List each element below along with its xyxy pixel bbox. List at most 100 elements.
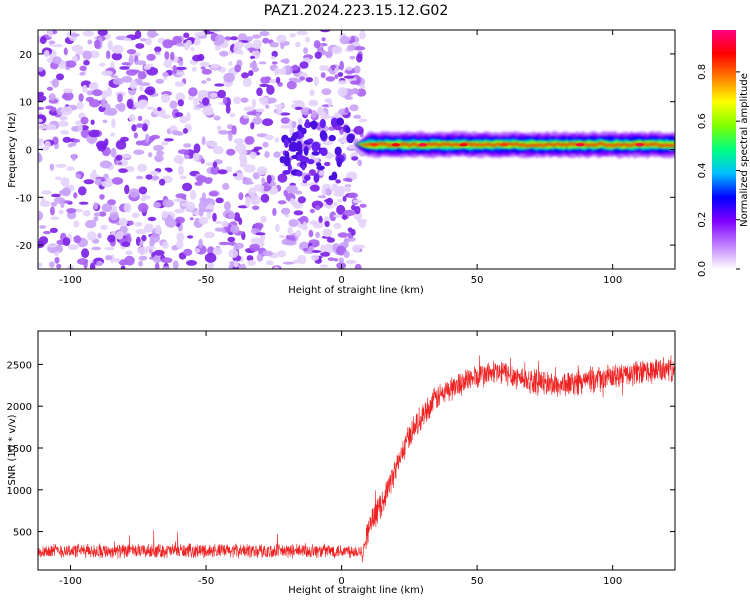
- spectrogram-noise-blob: [49, 206, 55, 216]
- spectrogram-noise-blob: [258, 61, 267, 65]
- spectrogram-noise-blob: [258, 96, 269, 104]
- spectrogram-noise-blob: [162, 199, 174, 208]
- spectrogram-noise-blob: [287, 226, 293, 236]
- spectrogram-noise-blob: [303, 47, 309, 54]
- spectrogram-noise-blob: [59, 115, 68, 121]
- spectrogram-noise-blob: [208, 191, 219, 197]
- spectrogram-noise-blob: [176, 71, 185, 76]
- spectrogram-noise-blob: [289, 33, 296, 38]
- spectrogram-noise-blob: [193, 97, 199, 106]
- spectrogram-noise-blob: [131, 212, 140, 219]
- spectrogram-noise-blob: [325, 197, 334, 206]
- spectrogram-noise-blob: [161, 114, 172, 119]
- spectrogram-noise-blob: [190, 189, 197, 200]
- spectrogram-noise-blob: [334, 74, 339, 80]
- spectrogram-noise-blob: [175, 208, 182, 213]
- spectrogram-noise-blob: [133, 149, 145, 155]
- spectrogram-noise-blob: [218, 130, 229, 135]
- spectrogram-noise-blob: [342, 177, 353, 182]
- spectrogram-noise-blob: [39, 36, 47, 44]
- spectrogram-noise-blob: [46, 86, 54, 91]
- spectrogram-noise-blob: [319, 264, 329, 268]
- spectrogram-noise-blob: [44, 124, 57, 131]
- spectrogram-noise-blob: [177, 165, 184, 176]
- spectrogram-noise-blob: [39, 225, 47, 229]
- spectrogram-noise-blob: [73, 235, 82, 244]
- spectrogram-noise-blob: [292, 79, 302, 83]
- spectrogram-noise-blob: [300, 181, 309, 187]
- spectrogram-noise-blob: [160, 257, 173, 264]
- spectrogram-noise-blob: [189, 217, 194, 221]
- spectrogram-noise-blob: [63, 47, 68, 56]
- spectrogram-x-axis: -100 -50 0 50 100: [59, 30, 622, 286]
- spectrogram-noise-blob: [177, 149, 190, 155]
- spectrogram-noise-blob: [187, 235, 194, 239]
- spectrogram-noise-blob: [319, 130, 327, 140]
- snr-x-tick-label: -100: [59, 576, 82, 587]
- spectrogram-y-tick-label: -10: [16, 193, 32, 204]
- spectrogram-noise-blob: [287, 163, 292, 172]
- spectrogram-noise-blob: [201, 68, 212, 75]
- spectrogram-noise-blob: [126, 49, 137, 55]
- spectrogram-noise-blob: [137, 202, 149, 213]
- spectrogram-noise-blob: [155, 78, 165, 84]
- spectrogram-noise-blob: [150, 170, 159, 176]
- spectrogram-noise-blob: [123, 37, 132, 42]
- spectrogram-noise-blob: [266, 84, 275, 95]
- spectrogram-noise-blob: [79, 72, 86, 76]
- spectrogram-noise-blob: [71, 44, 84, 53]
- spectrogram-noise-blob: [267, 97, 277, 104]
- spectrogram-noise-blob: [62, 136, 72, 143]
- spectrogram-noise-blob: [146, 245, 155, 250]
- spectrogram-noise-blob: [82, 50, 92, 60]
- spectrogram-noise-blob: [92, 169, 97, 177]
- spectrogram-peak: [418, 143, 427, 147]
- spectrogram-noise-blob: [78, 93, 84, 102]
- spectrogram-noise-blob: [83, 59, 90, 66]
- spectrogram-noise-blob: [238, 149, 248, 156]
- spectrogram-noise-blob: [174, 112, 184, 117]
- spectrogram-noise-blob: [78, 186, 87, 196]
- spectrogram-noise-blob: [124, 255, 135, 266]
- spectrogram-noise-blob: [137, 115, 143, 121]
- spectrogram-peak: [500, 143, 509, 147]
- spectrogram-noise-blob: [253, 184, 265, 192]
- spectrogram-noise-blob: [172, 65, 177, 75]
- spectrogram-noise-blob: [209, 141, 218, 148]
- spectrogram-noise-blob: [311, 141, 321, 152]
- spectrogram-noise-blob: [316, 165, 325, 171]
- spectrogram-noise-blob: [311, 200, 324, 210]
- spectrogram-noise-blob: [196, 175, 207, 183]
- spectrogram-noise-blob: [204, 177, 213, 184]
- spectrogram-noise-blob: [162, 266, 170, 269]
- spectrogram-noise-blob: [204, 252, 217, 263]
- spectrogram-noise-blob: [192, 152, 200, 162]
- colorbar-tick-label: 0.8: [697, 64, 708, 80]
- spectrogram-noise-blob: [213, 146, 224, 155]
- spectrogram-noise-blob: [292, 64, 299, 71]
- spectrogram-noise-blob: [252, 205, 260, 211]
- spectrogram-noise-blob: [53, 197, 66, 204]
- spectrogram-noise-blob: [111, 118, 116, 129]
- spectrogram-noise-blob: [66, 166, 75, 171]
- spectrogram-noise-blob: [99, 160, 112, 169]
- spectrogram-noise-blob: [161, 241, 169, 249]
- spectrogram-noise-blob: [139, 241, 144, 247]
- spectrogram-noise-blob: [305, 36, 310, 43]
- spectrogram-noise-blob: [93, 202, 99, 210]
- spectrogram-noise-blob: [207, 262, 214, 269]
- spectrogram-noise-blob: [305, 77, 313, 83]
- spectrogram-noise-blob: [139, 85, 144, 92]
- spectrogram-noise-blob: [127, 220, 134, 226]
- spectrogram-noise-blob: [247, 259, 256, 266]
- spectrogram-noise-blob: [256, 253, 264, 262]
- spectrogram-noise-blob: [190, 47, 195, 52]
- spectrogram-noise-blob: [273, 266, 279, 269]
- spectrogram-peak: [576, 143, 585, 147]
- spectrogram-noise-blob: [343, 250, 350, 259]
- spectrogram-noise-blob: [315, 231, 320, 239]
- spectrogram-noise-blob: [214, 45, 221, 51]
- spectrogram-noise-blob: [120, 136, 129, 142]
- spectrogram-noise-blob: [51, 78, 60, 88]
- spectrogram-noise-blob: [139, 82, 151, 86]
